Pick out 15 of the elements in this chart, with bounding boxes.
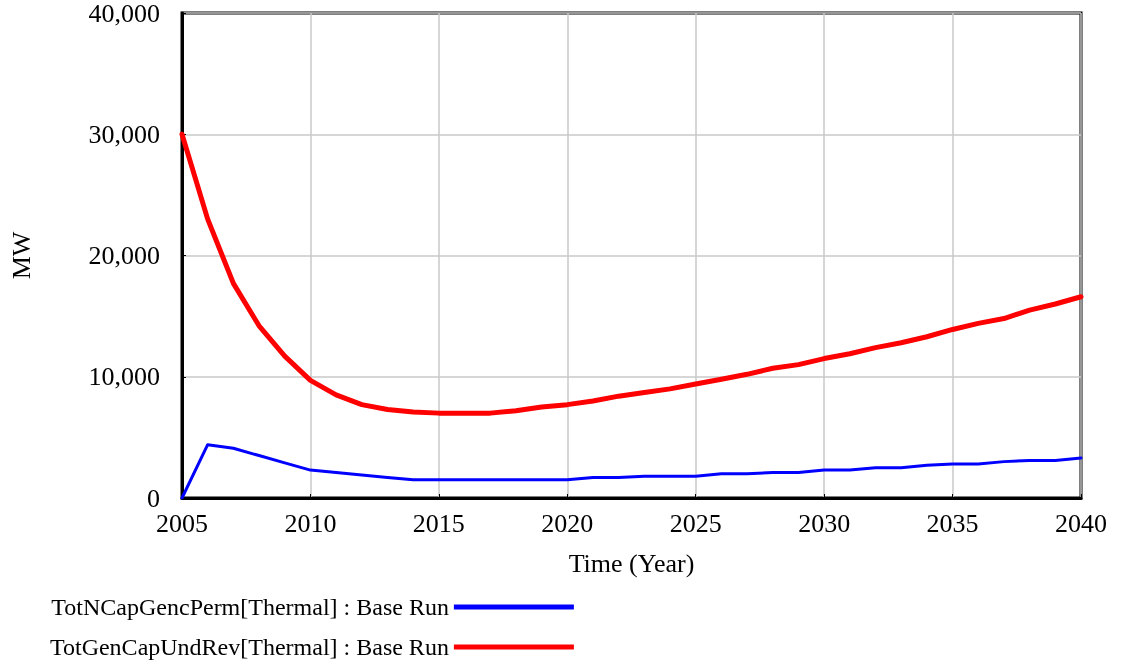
x-tick-label: 2030 xyxy=(798,508,851,538)
legend-label: TotNCapGencPerm[Thermal] : Base Run xyxy=(51,594,449,620)
legend-label: TotGenCapUndRev[Thermal] : Base Run xyxy=(49,634,449,660)
x-tick-label: 2025 xyxy=(669,508,722,538)
x-tick-label: 2010 xyxy=(284,508,337,538)
y-tick-label: 20,000 xyxy=(88,241,160,270)
y-tick-label: 30,000 xyxy=(88,119,160,149)
y-axis-title: MW xyxy=(6,231,36,280)
y-tick-label: 10,000 xyxy=(88,362,160,392)
x-tick-label: 2020 xyxy=(541,508,594,538)
y-tick-label: 40,000 xyxy=(88,0,160,28)
x-axis-title: Time (Year) xyxy=(568,548,695,578)
x-tick-label: 2035 xyxy=(926,508,979,538)
x-tick-label: 2040 xyxy=(1055,508,1107,538)
x-tick-label: 2015 xyxy=(412,508,465,538)
